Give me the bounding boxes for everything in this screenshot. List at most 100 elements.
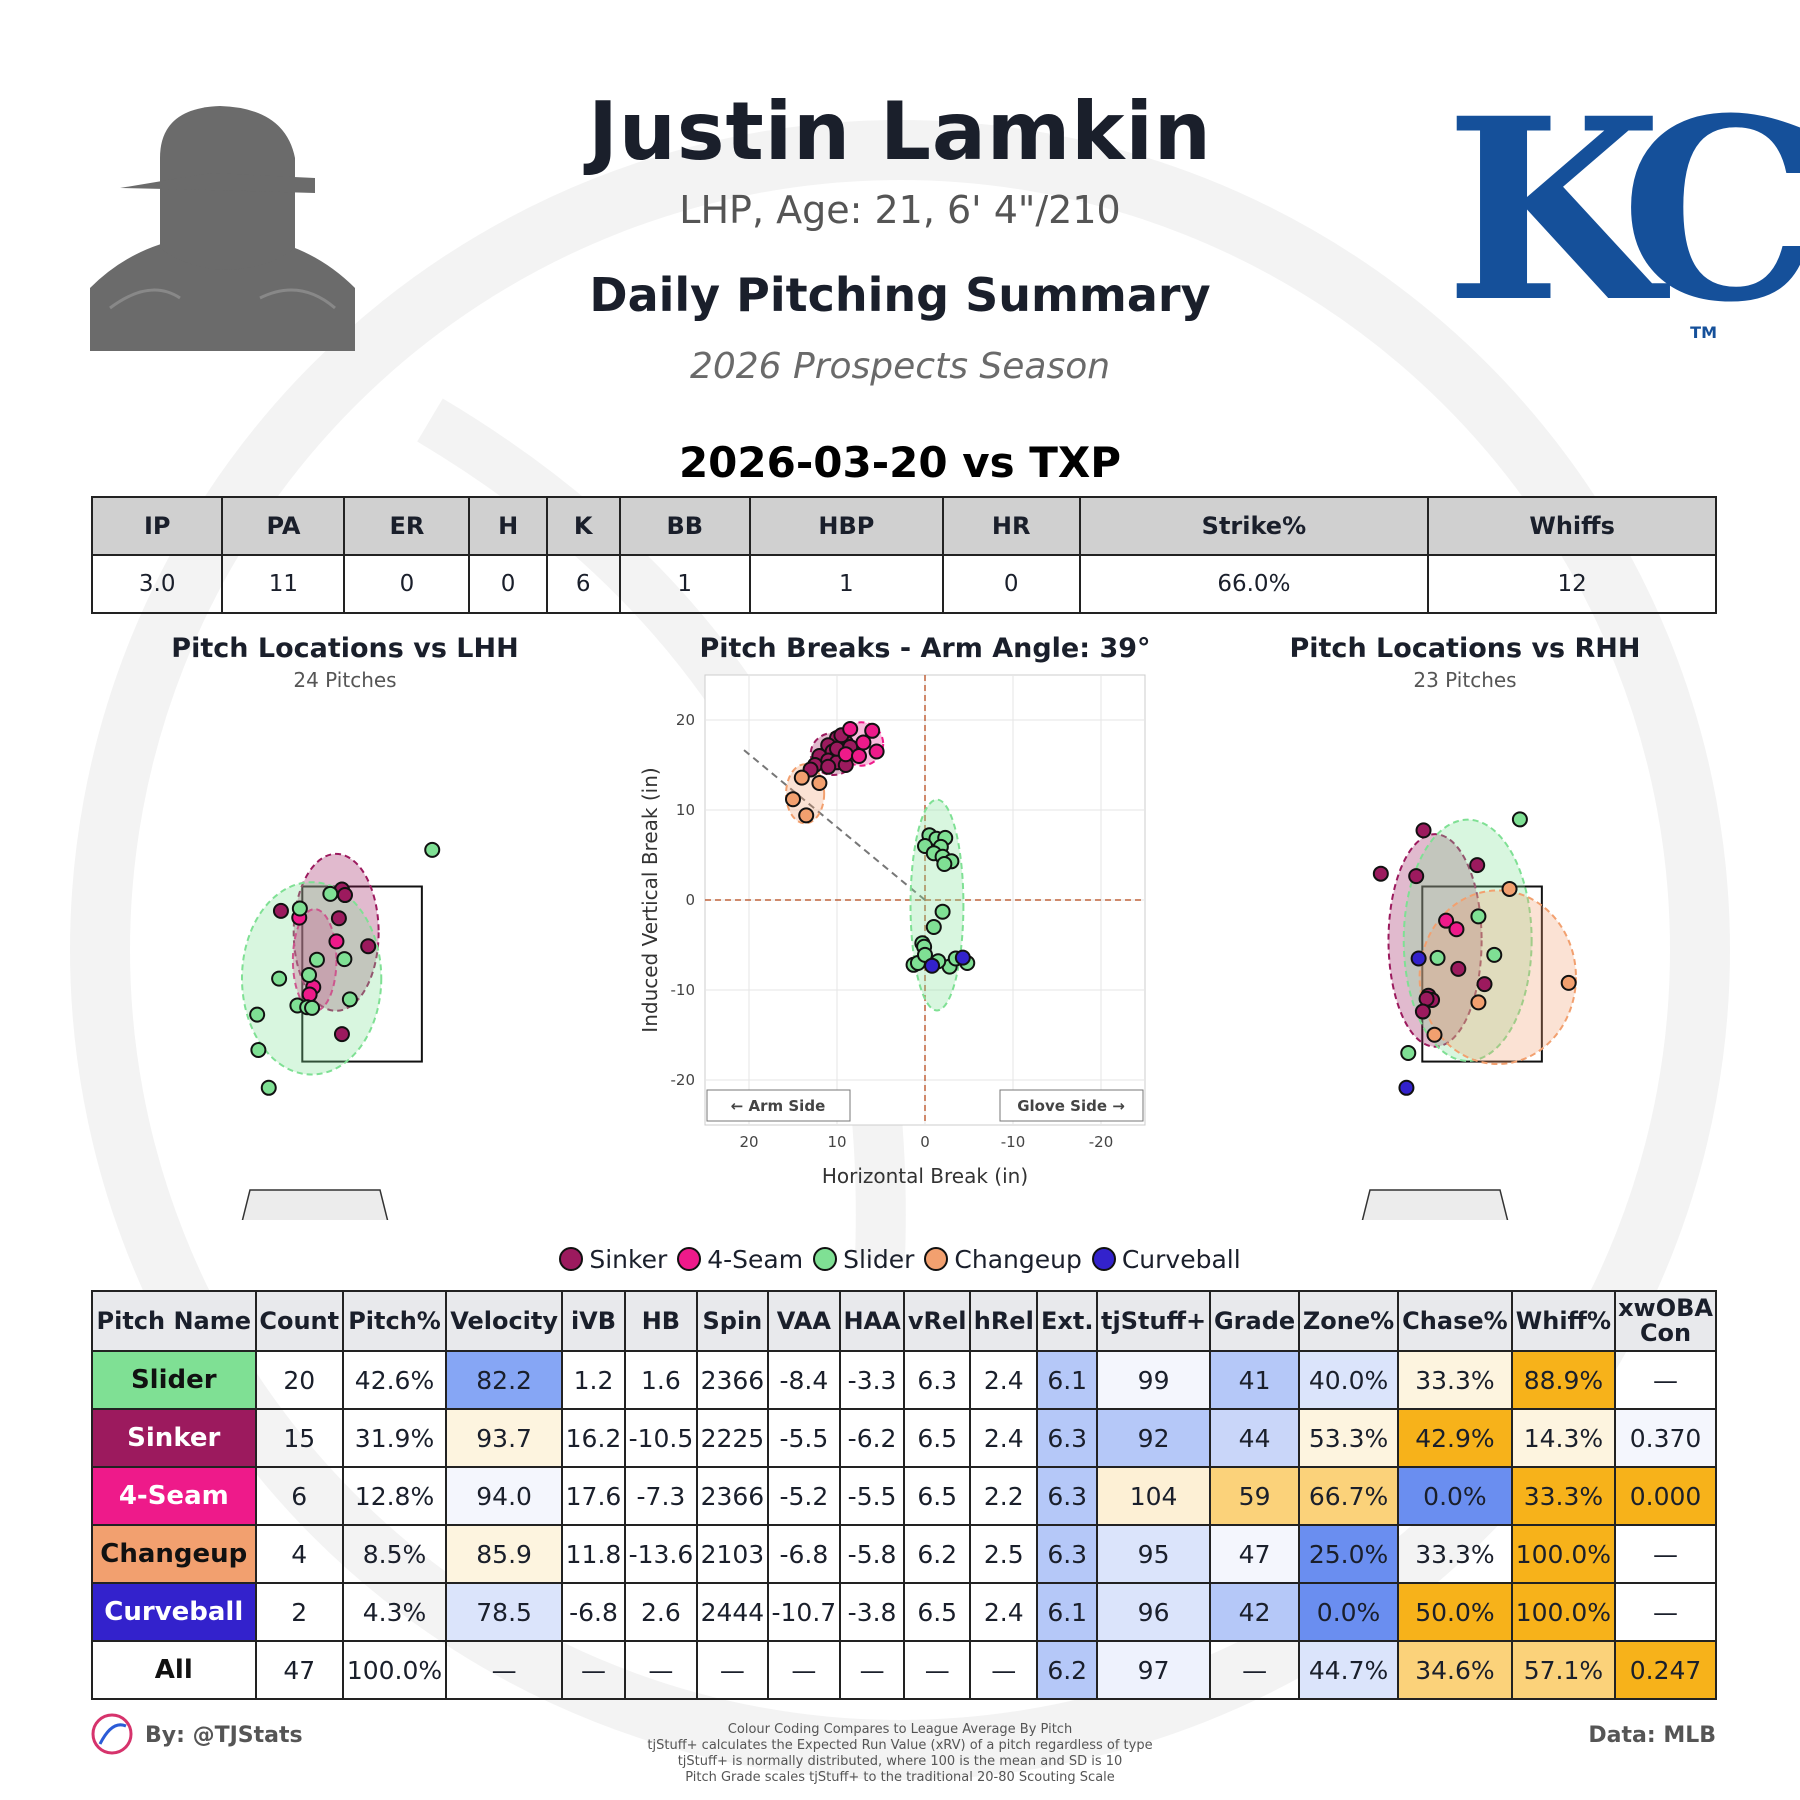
y-tick-label: -20 [671,1071,696,1089]
pitch-location-point [1408,868,1425,885]
arm-angle-line [739,746,926,901]
stat-header-cell: K [545,496,621,556]
pitch-metric-cell: 2366 [695,1466,769,1526]
pitch-metric-cell: 6.3 [1036,1466,1098,1526]
pitch-break-point [924,957,941,974]
pitch-metric-cell: 44.7% [1297,1640,1400,1700]
pitch-break-point [793,769,810,786]
pitch-location-point [249,1006,266,1023]
legend-swatch [677,1247,702,1271]
pitch-location-point [271,970,288,987]
stat-value-cell: 12 [1427,554,1717,614]
pitch-table-header-cell: Spin [695,1290,769,1352]
pitch-name-cell: Sinker [91,1408,257,1468]
pitch-metric-cell: — [903,1640,972,1700]
pitch-metric-cell: — [969,1640,1039,1700]
pitch-metric-cell: 0.0% [1397,1466,1513,1526]
pitch-table-header-cell: Count [254,1290,344,1352]
legend-swatch [1091,1247,1116,1271]
legend-swatch [559,1247,584,1271]
home-plate-icon [241,1189,389,1220]
pitch-metric-cell: 2 [254,1582,344,1642]
pitch-break-point [925,919,942,935]
lhh-panel-subtitle: 24 Pitches [293,668,397,692]
pitch-metric-cell: 2.5 [969,1524,1039,1584]
pitch-metric-cell: 16.2 [561,1408,626,1468]
pitch-break-point [811,775,828,791]
pitch-location-point [1470,994,1487,1011]
pitch-metric-cell: 4 [254,1524,344,1584]
stat-value-cell: 1 [618,554,751,614]
pitch-break-point [917,946,933,963]
stat-header-cell: IP [90,496,224,556]
pitch-table-header-cell: HB [623,1290,698,1352]
stat-header-row: IP PA ER H K BB HBP HR Strike% Whiffs [90,496,1717,556]
pitch-metric-cell: 92 [1095,1408,1212,1468]
pitch-metric-cell: -13.6 [623,1524,698,1584]
pitch-metric-cell: — [445,1640,564,1700]
pitch-name-cell: Curveball [91,1582,257,1642]
pitch-metric-cell: 57.1% [1510,1640,1617,1700]
pitch-location-point [341,991,358,1008]
pitch-table-header-cell: hRel [969,1290,1039,1352]
pitch-location-point [1400,1045,1417,1062]
pitch-location-point [1470,908,1487,925]
pitch-location-point [337,887,353,904]
team-logo-text: KC [1445,63,1800,357]
pitch-metric-cell: 47 [254,1640,344,1700]
pitch-metric-cell: -5.2 [766,1466,841,1526]
pitch-table-header-cell: xwOBA Con [1614,1290,1717,1352]
pitch-break-point [785,791,801,808]
pitch-metric-cell: 2.4 [969,1582,1039,1642]
stat-header-cell: BB [618,496,751,556]
location-ellipse-sinker [1387,833,1483,1048]
legend-item: 4-Seam [677,1245,803,1274]
rhh-location-chart [1361,811,1577,1220]
stat-value-cell: 3.0 [90,554,224,614]
pitch-location-point [272,902,289,919]
stat-value-cell: 0 [941,554,1081,614]
pitch-table-header-cell: Pitch% [341,1290,448,1352]
pitch-break-point [798,807,815,824]
pitch-metric-cell: -3.8 [838,1582,906,1642]
arm-side-label: ← Arm Side [731,1097,826,1115]
pitch-metric-cell: -3.3 [838,1350,906,1410]
pitch-location-point [1560,974,1577,991]
stat-header-cell: ER [343,496,471,556]
y-tick-label: 10 [676,801,695,819]
pitch-metric-cell: 1.6 [623,1350,698,1410]
pitch-metric-cell: 6.2 [903,1524,972,1584]
pitch-table-header-cell: Zone% [1297,1290,1400,1352]
pitch-table-header-cell: vRel [903,1290,972,1352]
report-title: Daily Pitching Summary [589,268,1211,322]
pitch-metric-cell: 47 [1209,1524,1300,1584]
stat-header-cell: HR [941,496,1081,556]
season-label: 2026 Prospects Season [689,346,1111,387]
pitch-break-point [851,748,867,764]
breaks-panel-title: Pitch Breaks - Arm Angle: 39° [699,633,1151,664]
legend-label: Changeup [954,1245,1082,1274]
arm-side-label-box [706,1089,851,1122]
pitch-metric-cell: 85.9 [445,1524,564,1584]
pitch-metric-cell: 40.0% [1297,1350,1400,1410]
pitch-metric-cell: 100.0% [1510,1582,1617,1642]
pitch-break-point [842,721,859,737]
pitch-legend: Sinker 4-Seam Slider Changeup Curveball [0,1245,1800,1274]
pitch-metric-cell: 33.3% [1510,1466,1617,1526]
home-plate-icon [1361,1189,1509,1220]
pitch-metric-cell: — [766,1640,841,1700]
pitch-metric-cell: -6.2 [838,1408,906,1468]
pitch-row: Slider 20 42.6% 82.2 1.2 1.6 2366 -8.4 -3.3 6.3 2.… [91,1350,1717,1410]
pitch-table-header-cell: Velocity [445,1290,564,1352]
pitch-metric-cell: 44 [1209,1408,1300,1468]
pitch-location-point [1415,822,1432,839]
pitch-location-point [322,885,339,902]
legend-swatch [924,1247,949,1271]
pitch-location-point [333,1026,350,1043]
legend-item: Changeup [924,1245,1082,1274]
pitch-metric-cell: 59 [1209,1466,1300,1526]
pitch-metric-cell: 2.6 [623,1582,698,1642]
pitch-metric-cell: 14.3% [1510,1408,1617,1468]
footer-note: tjStuff+ calculates the Expected Run Val… [647,1738,1153,1753]
pitch-metric-cell: 42 [1209,1582,1300,1642]
